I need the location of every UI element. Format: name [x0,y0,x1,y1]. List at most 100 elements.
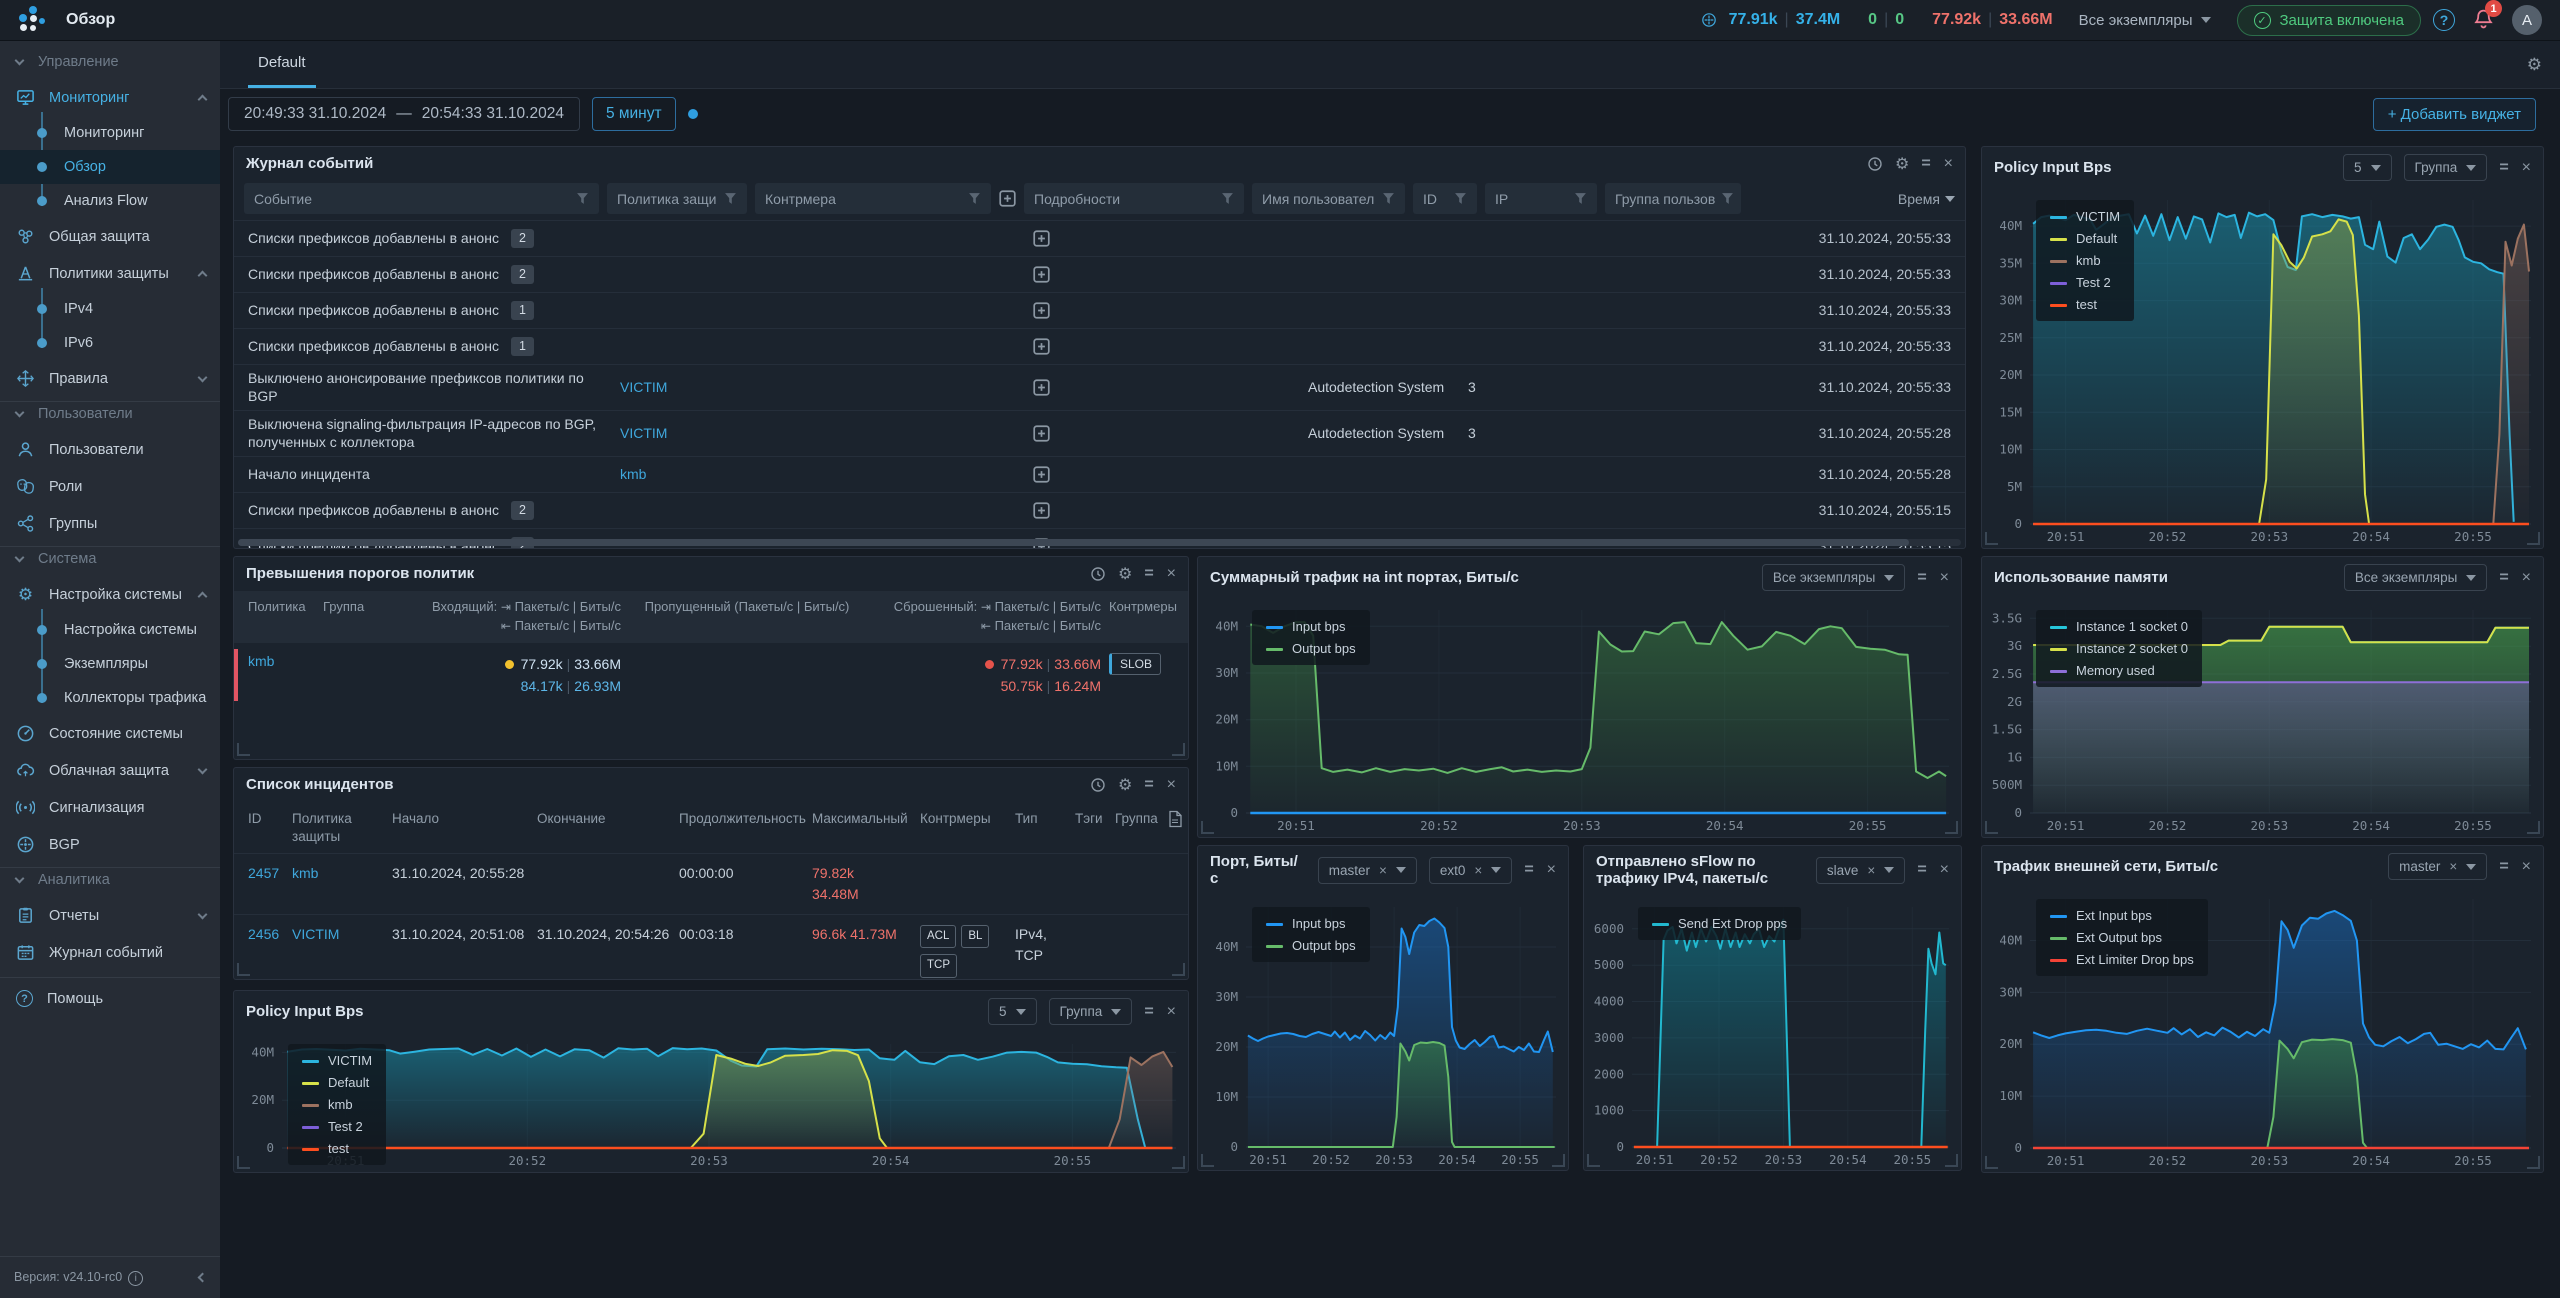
sidebar-item-help[interactable]: ? Помощь [0,977,220,1016]
ext-traffic-chart[interactable]: 20:51 20:52 20:53 20:54 20:55 0 10M 20M 30M 40M Ex… [1982,887,2543,1172]
expand-row-icon[interactable] [1032,466,1050,483]
countermeasure-chip[interactable]: ACL [920,925,957,949]
drag-handle-icon[interactable]: = [1144,565,1155,582]
sidebar-item-flow-analysis[interactable]: Анализ Flow [0,184,220,218]
remove-icon[interactable]: × [1867,862,1876,878]
sidebar-item-instances[interactable]: Экземпляры [0,647,220,681]
close-icon[interactable]: × [2521,568,2531,586]
remove-icon[interactable]: × [2449,859,2458,874]
help-button[interactable]: ? [2433,9,2455,31]
sidebar-item-ipv6[interactable]: IPv6 [0,326,220,360]
sidebar-item-ipv4[interactable]: IPv4 [0,292,220,326]
sidebar-item-protection-policies[interactable]: Политики защиты [0,255,220,292]
filter-id[interactable]: ID [1413,183,1477,214]
chart-svg[interactable]: 20:51 20:52 20:53 20:54 20:55 0 500M 1G 1.5G 2G 2.… [1982,598,2543,837]
event-row[interactable]: Списки префиксов добавлены в анонс 1 31.10… [234,292,1965,328]
sidebar-item-event-log[interactable]: Журнал событий [0,934,220,971]
live-indicator-dot[interactable] [687,109,698,119]
time-range-input[interactable]: 20:49:33 31.10.2024—20:54:33 31.10.2024 [228,97,580,131]
watch-icon[interactable] [1867,156,1883,172]
gear-icon[interactable]: ⚙ [2526,54,2542,74]
sidebar-item-reports[interactable]: Отчеты [0,897,220,934]
expand-row-icon[interactable] [1032,302,1050,319]
chart-svg[interactable]: 20:51 20:52 20:53 20:54 20:55 0 10M 20M 30M 40M [1198,598,1961,837]
sidebar-item-roles[interactable]: Роли [0,468,220,505]
expand-row-icon[interactable] [1032,266,1050,283]
chart-svg[interactable]: 20:51 20:52 20:53 20:54 20:55 0 10M 20M 30M 40M [1198,895,1568,1171]
sidebar-section-management[interactable]: Управление [0,43,220,79]
close-icon[interactable]: × [1939,861,1949,879]
csv-export-icon[interactable] [1166,810,1184,828]
sidebar-section-users[interactable]: Пользователи [0,401,220,431]
event-row[interactable]: Выключено анонсирование префиксов полити… [234,364,1965,410]
close-icon[interactable]: × [1546,861,1556,879]
sidebar-item-users[interactable]: Пользователи [0,431,220,468]
expand-all-icon[interactable] [999,190,1016,207]
expand-row-icon[interactable] [1032,338,1050,355]
close-icon[interactable]: × [1939,568,1949,586]
instance-chip-slave[interactable]: slave × [1815,856,1906,884]
instance-chip-master[interactable]: master × [1317,856,1417,884]
sidebar-item-traffic-collectors[interactable]: Коллекторы трафика [0,681,220,715]
event-row[interactable]: Выключена signaling-фильтрация IP-адресо… [234,410,1965,456]
sidebar-item-cloud-protection[interactable]: Облачная защита [0,752,220,789]
drag-handle-icon[interactable]: = [1144,1002,1155,1020]
sflow-chart[interactable]: 20:51 20:52 20:53 20:54 20:55 0 1000 2000 3000 40… [1584,895,1961,1171]
filter-usergroup[interactable]: Группа пользов [1605,183,1741,214]
drag-handle-icon[interactable]: = [1917,568,1928,586]
filter-event[interactable]: Событие [244,183,599,214]
watch-icon[interactable] [1090,777,1106,793]
drag-handle-icon[interactable]: = [1144,776,1155,793]
chart-svg[interactable]: 20:51 20:52 20:53 20:54 20:55 0 20M 40M [234,1032,1188,1172]
filter-ip[interactable]: IP [1485,183,1597,214]
instances-select[interactable]: Все экземпляры [1761,564,1906,591]
drag-handle-icon[interactable]: = [2499,857,2510,875]
countermeasure-badge[interactable]: SLOB [1109,652,1162,675]
horizontal-scrollbar[interactable] [238,539,1961,546]
watch-icon[interactable] [1090,566,1106,582]
drag-handle-icon[interactable]: = [1524,861,1535,879]
count-select[interactable]: 5 [2343,154,2392,181]
event-row[interactable]: Начало инцидента kmb 31.10.2024, 20:55:28 [234,456,1965,492]
filter-policy[interactable]: Политика защи [607,183,747,214]
group-select[interactable]: Группа [2403,154,2488,181]
close-icon[interactable]: × [1166,565,1176,582]
sidebar-item-rules[interactable]: Правила [0,360,220,397]
close-icon[interactable]: × [2521,158,2531,176]
incident-row[interactable]: 2456 VICTIM 31.10.2024, 20:51:08 31.10.2… [234,914,1188,979]
info-icon[interactable]: i [128,1270,144,1286]
count-select[interactable]: 5 [988,998,1037,1025]
sidebar-item-groups[interactable]: Группы [0,505,220,542]
expand-row-icon[interactable] [1032,379,1050,396]
threshold-row-kmb[interactable]: kmb 77.92k | 33.66M 84.17k | 26.93M 77.92k | 3… [234,643,1188,708]
sidebar-item-system-state[interactable]: Состояние системы [0,715,220,752]
remove-icon[interactable]: × [1474,862,1483,878]
close-icon[interactable]: × [1943,155,1953,172]
sidebar-item-alarms[interactable]: Сигнализация [0,789,220,826]
close-icon[interactable]: × [1166,1002,1176,1020]
filter-countermeasure[interactable]: Контрмера [755,183,991,214]
close-icon[interactable]: × [2521,857,2531,875]
tab-default[interactable]: Default [248,41,316,88]
sidebar-item-system-settings[interactable]: ⚙ Настройка системы [0,576,220,613]
sidebar-section-system[interactable]: Система [0,546,220,576]
group-select[interactable]: Группа [1048,998,1133,1025]
close-icon[interactable]: × [1166,776,1176,793]
sidebar-section-analytics[interactable]: Аналитика [0,867,220,897]
sidebar-item-overview[interactable]: Обзор [0,150,220,184]
drag-handle-icon[interactable]: = [1917,861,1928,879]
memory-chart[interactable]: 20:51 20:52 20:53 20:54 20:55 0 500M 1G 1.5G 2G 2.… [1982,598,2543,837]
collapse-sidebar-button[interactable] [197,1272,208,1283]
drag-handle-icon[interactable]: = [1921,155,1932,172]
sidebar-item-monitoring[interactable]: Мониторинг [0,79,220,116]
port-chart[interactable]: 20:51 20:52 20:53 20:54 20:55 0 10M 20M 30M 40M In… [1198,895,1568,1171]
policy-input-chart[interactable]: 20:51 20:52 20:53 20:54 20:55 0 5M 10M 15M 20M 25M… [1982,188,2543,548]
expand-row-icon[interactable] [1032,230,1050,247]
gear-icon[interactable]: ⚙ [1117,777,1133,794]
drag-handle-icon[interactable]: = [2499,158,2510,176]
range-5min-button[interactable]: 5 минут [591,97,676,131]
sidebar-item-general-protection[interactable]: Общая защита [0,218,220,255]
